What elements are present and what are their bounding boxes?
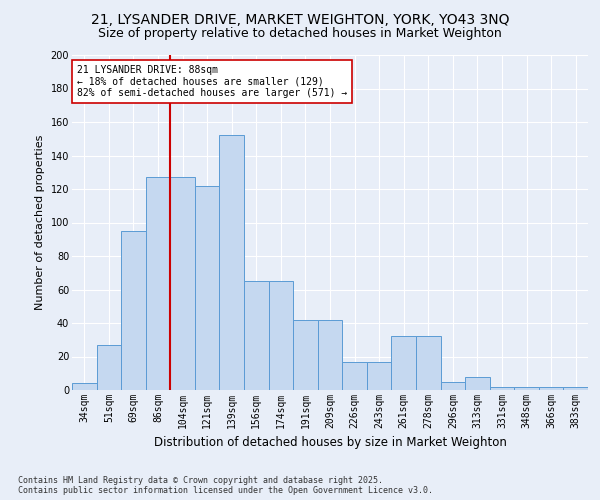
Y-axis label: Number of detached properties: Number of detached properties: [35, 135, 45, 310]
Bar: [391, 336, 416, 390]
Bar: [293, 320, 318, 390]
Text: Size of property relative to detached houses in Market Weighton: Size of property relative to detached ho…: [98, 28, 502, 40]
Bar: [465, 376, 490, 390]
Bar: [97, 345, 121, 390]
Bar: [318, 320, 342, 390]
Bar: [269, 281, 293, 390]
Text: 21 LYSANDER DRIVE: 88sqm
← 18% of detached houses are smaller (129)
82% of semi-: 21 LYSANDER DRIVE: 88sqm ← 18% of detach…: [77, 65, 347, 98]
Text: Contains HM Land Registry data © Crown copyright and database right 2025.
Contai: Contains HM Land Registry data © Crown c…: [18, 476, 433, 495]
Bar: [72, 384, 97, 390]
Bar: [170, 178, 195, 390]
X-axis label: Distribution of detached houses by size in Market Weighton: Distribution of detached houses by size …: [154, 436, 506, 450]
Bar: [342, 362, 367, 390]
Bar: [121, 231, 146, 390]
Bar: [539, 386, 563, 390]
Bar: [195, 186, 220, 390]
Bar: [146, 178, 170, 390]
Bar: [440, 382, 465, 390]
Bar: [416, 336, 440, 390]
Bar: [244, 281, 269, 390]
Bar: [367, 362, 391, 390]
Bar: [563, 386, 588, 390]
Text: 21, LYSANDER DRIVE, MARKET WEIGHTON, YORK, YO43 3NQ: 21, LYSANDER DRIVE, MARKET WEIGHTON, YOR…: [91, 12, 509, 26]
Bar: [490, 386, 514, 390]
Bar: [220, 136, 244, 390]
Bar: [514, 386, 539, 390]
